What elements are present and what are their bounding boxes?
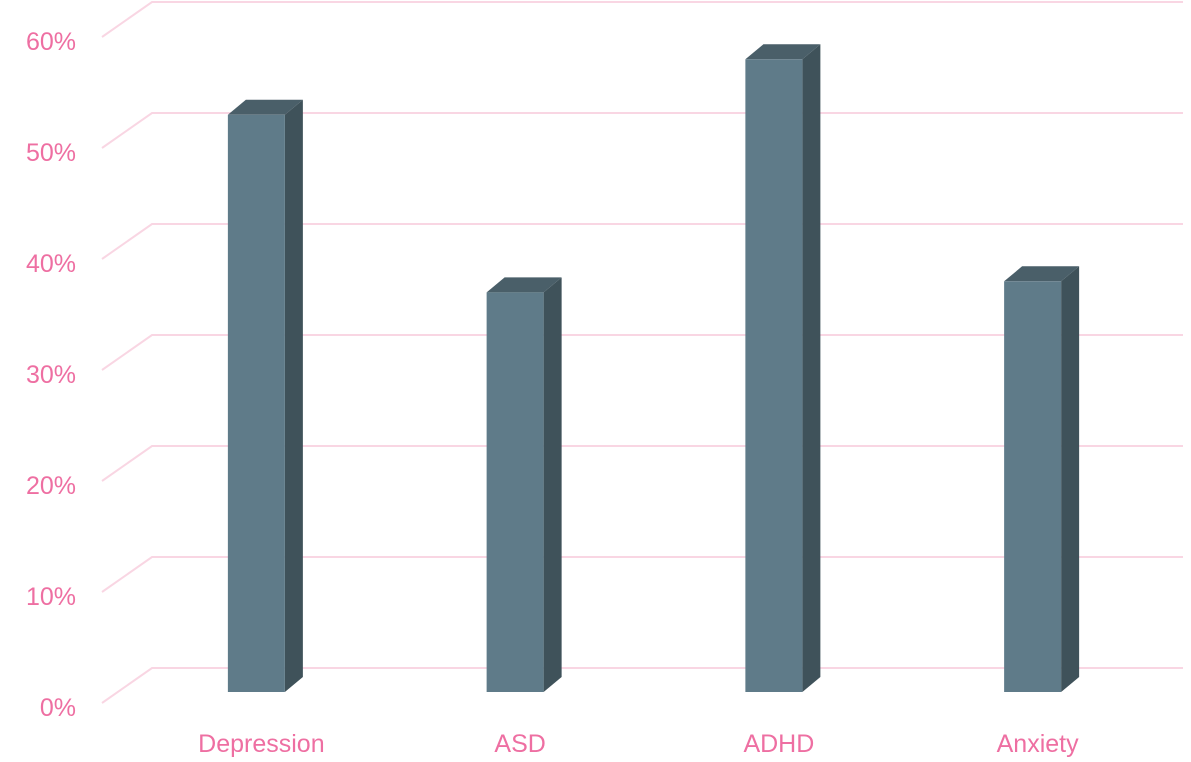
gridline xyxy=(101,223,1183,260)
bar xyxy=(745,44,821,693)
y-tick-label: 60% xyxy=(26,28,76,56)
x-category-label: ASD xyxy=(494,730,545,758)
bars xyxy=(227,44,1080,693)
y-tick-label: 50% xyxy=(26,139,76,167)
bar xyxy=(486,277,562,692)
bar-side-face xyxy=(802,44,821,693)
gridline xyxy=(101,334,1183,371)
y-tick-label: 10% xyxy=(26,583,76,611)
gridline xyxy=(101,112,1183,149)
bar-top-face xyxy=(1004,266,1080,282)
bar xyxy=(1004,266,1080,692)
x-category-label: Depression xyxy=(198,730,324,758)
x-category-label: ADHD xyxy=(743,730,814,758)
gridline xyxy=(101,556,1183,593)
bar-front-face xyxy=(486,292,544,692)
bar-side-face xyxy=(284,99,303,693)
y-tick-label: 20% xyxy=(26,472,76,500)
bar xyxy=(227,99,303,693)
bar-side-face xyxy=(1061,266,1080,692)
gridlines xyxy=(101,1,1183,704)
gridline xyxy=(101,1,1183,38)
y-tick-label: 40% xyxy=(26,250,76,278)
bar-top-face xyxy=(227,99,303,115)
y-tick-label: 0% xyxy=(40,694,76,722)
bar-top-face xyxy=(486,277,562,293)
y-tick-label: 30% xyxy=(26,361,76,389)
x-axis-labels: Depression ASD ADHD Anxiety xyxy=(198,730,1079,758)
gridline xyxy=(101,667,1183,704)
bar-front-face xyxy=(227,114,285,693)
x-category-label: Anxiety xyxy=(997,730,1079,758)
y-axis-labels: 0% 10% 20% 30% 40% 50% 60% xyxy=(26,28,76,722)
bar-top-face xyxy=(745,44,821,60)
bar-front-face xyxy=(745,59,803,693)
gridline xyxy=(101,445,1183,482)
bar-side-face xyxy=(543,277,562,692)
bar-front-face xyxy=(1004,281,1062,692)
